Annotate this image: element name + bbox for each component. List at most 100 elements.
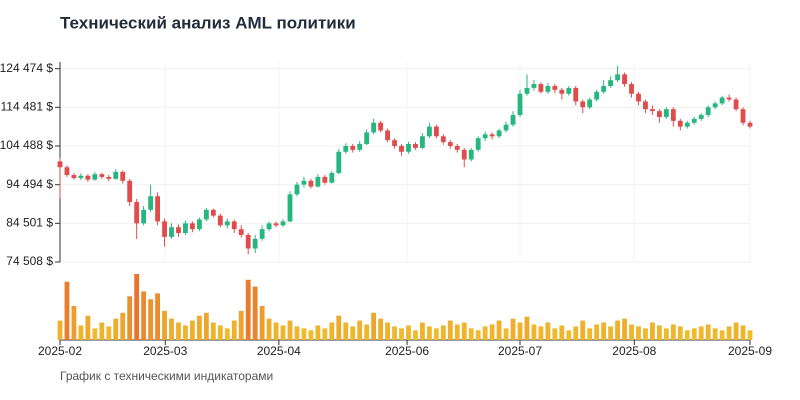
candle-body	[413, 144, 418, 148]
volume-bar	[210, 322, 216, 340]
x-tick-label: 2025-09	[728, 344, 772, 358]
volume-bar	[468, 328, 474, 340]
volume-bar	[747, 330, 753, 340]
volume-bar	[350, 326, 356, 340]
candle-body	[684, 122, 690, 127]
volume-bar	[650, 322, 655, 340]
volume-bar	[496, 320, 502, 340]
candle-body	[420, 136, 425, 148]
candle-body	[280, 221, 286, 226]
candle-body	[245, 234, 251, 249]
candle-body	[78, 175, 84, 179]
candle-body	[127, 180, 133, 203]
volume-bar	[196, 315, 202, 340]
candle-body	[615, 74, 620, 81]
volume-bar	[726, 326, 732, 340]
candle-body	[252, 238, 258, 249]
candle-body	[106, 176, 112, 179]
volume-bar	[399, 328, 404, 340]
volume-bar	[538, 326, 544, 340]
volume-bar	[259, 306, 265, 340]
candle-body	[113, 171, 119, 179]
candle-body	[210, 209, 216, 216]
candle-body	[733, 99, 739, 110]
candle-body	[601, 85, 607, 92]
candle-body	[531, 84, 537, 88]
candle-body	[92, 174, 98, 180]
volume-bar	[559, 325, 565, 340]
candle-body	[559, 89, 565, 94]
volume-bar	[433, 328, 439, 340]
candle-body	[273, 223, 279, 226]
y-tick-label: 104 488 $	[0, 138, 53, 152]
volume-bar	[406, 325, 411, 340]
volume-bar	[510, 318, 516, 340]
candle-body	[301, 180, 307, 185]
y-tick-label: 84 501 $	[6, 216, 53, 230]
candle-body	[712, 103, 718, 108]
candle-body	[238, 229, 244, 235]
candle-body	[183, 223, 188, 234]
candle-body	[587, 99, 593, 108]
volume-bar	[224, 328, 230, 340]
volume-bar	[670, 324, 676, 340]
volume-bar	[733, 322, 739, 340]
candle-body	[120, 171, 126, 181]
volume-bar	[531, 324, 537, 340]
volume-bar	[315, 325, 321, 340]
volume-bar	[587, 328, 593, 340]
candle-body	[224, 221, 230, 226]
x-tick-label: 2025-06	[385, 344, 429, 358]
volume-bar	[294, 326, 300, 340]
volume-bar	[552, 328, 558, 340]
candle-body	[503, 124, 509, 131]
volume-bar	[656, 325, 662, 340]
volume-bar	[385, 322, 390, 340]
candle-body	[663, 109, 669, 117]
y-tick-label: 74 508 $	[6, 254, 53, 268]
candle-body	[656, 111, 662, 117]
candle-body	[719, 97, 725, 104]
volume-bar	[357, 320, 363, 340]
candle-body	[190, 223, 195, 230]
candle-body	[482, 134, 488, 139]
volume-bar	[371, 312, 377, 340]
x-tick-label: 2025-08	[612, 344, 656, 358]
volume-bar	[148, 299, 154, 340]
candle-body	[329, 173, 335, 183]
volume-bar	[169, 318, 174, 340]
candle-body	[608, 80, 614, 86]
candle-body	[643, 101, 648, 110]
candle-body	[141, 209, 147, 224]
volume-bar	[336, 315, 342, 340]
candle-body	[726, 97, 732, 100]
candle-body	[259, 229, 265, 239]
candle-body	[399, 145, 404, 152]
volume-bar	[64, 281, 70, 340]
candle-body	[545, 85, 551, 92]
candle-body	[169, 227, 174, 237]
candle-body	[308, 180, 314, 187]
volume-bar	[203, 312, 209, 340]
volume-bar	[343, 322, 349, 340]
candle-body	[447, 142, 453, 146]
volume-bar	[120, 312, 126, 340]
x-tick-label: 2025-07	[498, 344, 542, 358]
volume-bar	[273, 322, 279, 340]
volume-bar	[287, 320, 293, 340]
candle-body	[71, 174, 77, 179]
volume-bar	[155, 293, 160, 340]
candle-body	[510, 115, 516, 125]
volume-bar	[615, 320, 620, 340]
candle-body	[176, 227, 181, 234]
volume-bar	[308, 330, 314, 340]
candle-body	[670, 109, 676, 121]
candle-body	[378, 122, 384, 131]
volume-bar	[57, 320, 63, 340]
candle-body	[698, 115, 704, 119]
volume-bar	[134, 273, 140, 340]
volume-bar	[162, 310, 167, 340]
volume-bar	[113, 318, 119, 340]
volume-bar	[252, 286, 258, 340]
